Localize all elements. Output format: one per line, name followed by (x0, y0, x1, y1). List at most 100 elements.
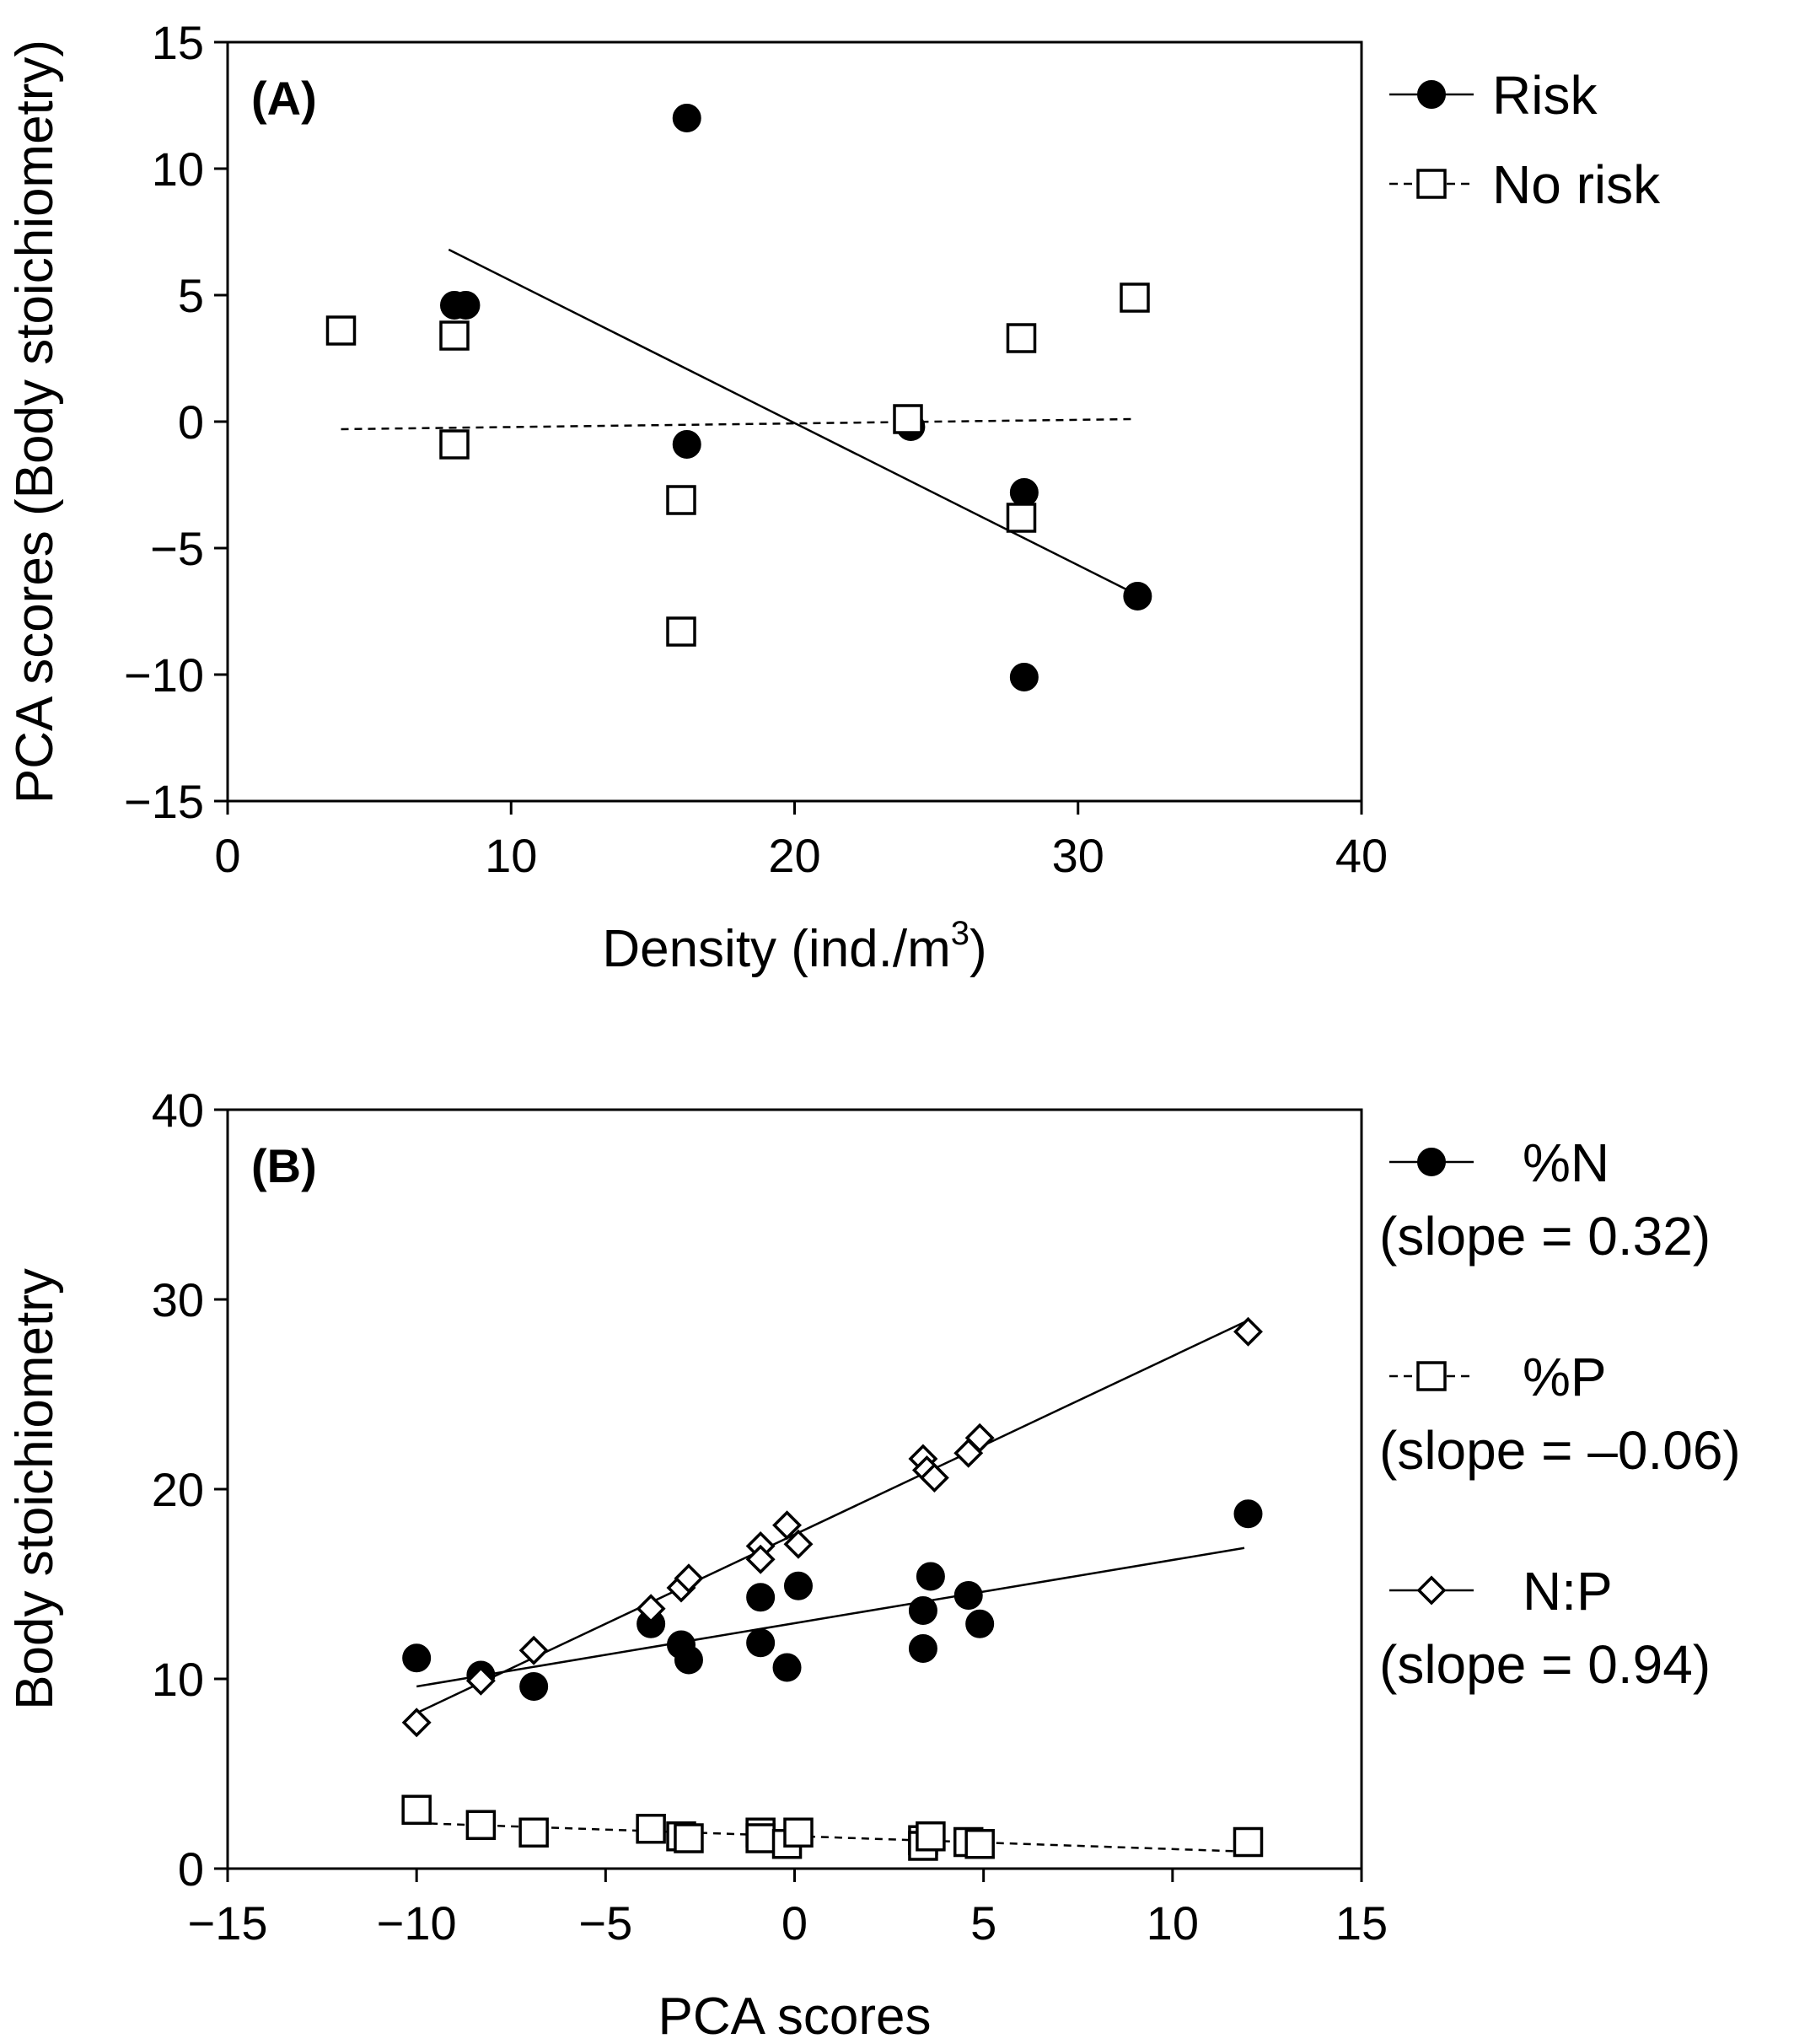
fit-line (416, 1546, 1245, 1688)
x-axis-label: PCA scores (658, 1988, 932, 2044)
fit-line (416, 1321, 1245, 1714)
y-tick-label: 0 (178, 395, 204, 449)
y-tick-label: 10 (152, 143, 204, 196)
data-point (1233, 1826, 1264, 1858)
data-point (636, 1814, 666, 1844)
y-tick-label: 5 (178, 269, 204, 322)
data-point (1009, 478, 1039, 507)
x-tick-label: 30 (1052, 829, 1104, 882)
data-point (674, 1823, 704, 1853)
fit-line (448, 248, 1136, 595)
y-tick-label: 40 (152, 1084, 204, 1137)
y-tick-label: 20 (152, 1463, 204, 1516)
data-point (439, 429, 470, 460)
legend-label: Risk (1492, 65, 1598, 126)
data-point (746, 1583, 776, 1612)
series-2 (341, 417, 1136, 431)
fit-line (341, 417, 1136, 431)
legend-entry-1-marker (1417, 80, 1446, 109)
data-point (908, 1634, 937, 1663)
chart-panel-a: 0 10 20 30 40 −15 −10 −5 0 5 10 15 (A) Density (ind./… (6, 16, 1661, 978)
data-point (674, 1645, 703, 1675)
legend-entry-2-marker (1416, 169, 1447, 199)
data-point (916, 1562, 945, 1591)
x-tick-label: −5 (578, 1896, 632, 1950)
data-point (1233, 1316, 1263, 1347)
y-axis-label: Body stoichiometry (6, 1268, 64, 1710)
chart-panel-b: −15 −10 −5 0 5 10 15 0 10 20 30 40 (B) PCA scores Body… (6, 1084, 1741, 2044)
data-point (965, 1609, 995, 1638)
data-point (964, 1423, 995, 1453)
x-tick-label: −10 (377, 1896, 457, 1950)
x-axis-label-text: Density (ind./m (602, 920, 950, 978)
data-point (439, 320, 470, 351)
y-tick-label: −5 (150, 522, 204, 575)
legend-label: %N (1523, 1132, 1609, 1193)
legend: Risk No risk (1389, 65, 1661, 215)
y-tick-label: 30 (152, 1273, 204, 1326)
data-point (518, 1635, 549, 1665)
data-point (325, 315, 357, 346)
legend-label: N:P (1523, 1561, 1613, 1622)
x-axis-label: Density (ind./m3) (602, 915, 986, 978)
x-tick-label: 20 (768, 829, 820, 882)
data-point (1120, 282, 1150, 313)
x-axis-label-end: ) (970, 920, 987, 978)
data-point (465, 1665, 496, 1696)
x-tick-label: 10 (1147, 1896, 1199, 1950)
y-tick-label: 15 (152, 16, 204, 69)
x-tick-label: 40 (1335, 829, 1388, 882)
data-point (783, 1571, 813, 1600)
legend-slope-label: (slope = –0.06) (1379, 1420, 1741, 1481)
series-3 (416, 1321, 1245, 1714)
data-point (893, 404, 923, 434)
x-tick-label: 10 (485, 829, 537, 882)
panel-label: (B) (251, 1139, 317, 1192)
data-point (1006, 323, 1037, 353)
data-point (783, 1529, 814, 1559)
legend: %N (slope = 0.32) %P (slope = –0.06) N:P (slo… (1379, 1132, 1741, 1695)
data-point (953, 1581, 983, 1610)
data-point (519, 1672, 549, 1701)
legend-label: No risk (1492, 154, 1661, 215)
data-point (1123, 582, 1152, 611)
series-2-points (325, 282, 1150, 647)
panel-label: (A) (251, 72, 317, 125)
data-point (745, 1544, 776, 1574)
data-point (402, 1643, 432, 1673)
y-tick-label: −10 (124, 648, 204, 702)
x-tick-label: 5 (970, 1896, 996, 1950)
data-point (1009, 663, 1039, 691)
data-point (666, 485, 696, 515)
y-tick-label: 0 (178, 1842, 204, 1896)
x-axis-label-superscript: 3 (951, 915, 970, 952)
data-point (636, 1594, 666, 1624)
y-axis-label: PCA scores (Body stoichiometry) (6, 40, 64, 804)
data-point (672, 104, 701, 132)
data-point (772, 1510, 803, 1541)
data-point (666, 616, 696, 647)
data-point (746, 1628, 776, 1658)
fit-line (416, 1821, 1245, 1853)
data-point (672, 430, 701, 459)
series-3-points (401, 1316, 1263, 1738)
data-point (674, 1563, 704, 1594)
series-1 (448, 248, 1136, 595)
x-tick-label: −15 (188, 1896, 268, 1950)
x-tick-label: 0 (214, 829, 240, 882)
data-point (451, 291, 481, 320)
x-tick-label: 0 (782, 1896, 808, 1950)
data-point (908, 1596, 937, 1625)
data-point (916, 1821, 946, 1852)
data-point (1006, 503, 1037, 533)
series-2-points (401, 1794, 1264, 1861)
data-point (783, 1817, 814, 1848)
data-point (401, 1794, 432, 1825)
legend-entry-3-marker (1416, 1575, 1447, 1606)
legend-entry-1-marker (1417, 1148, 1446, 1176)
data-point (1233, 1499, 1263, 1529)
legend-slope-label: (slope = 0.32) (1379, 1206, 1711, 1267)
x-axis-label-text: PCA scores (658, 1988, 932, 2044)
data-point (518, 1817, 549, 1848)
